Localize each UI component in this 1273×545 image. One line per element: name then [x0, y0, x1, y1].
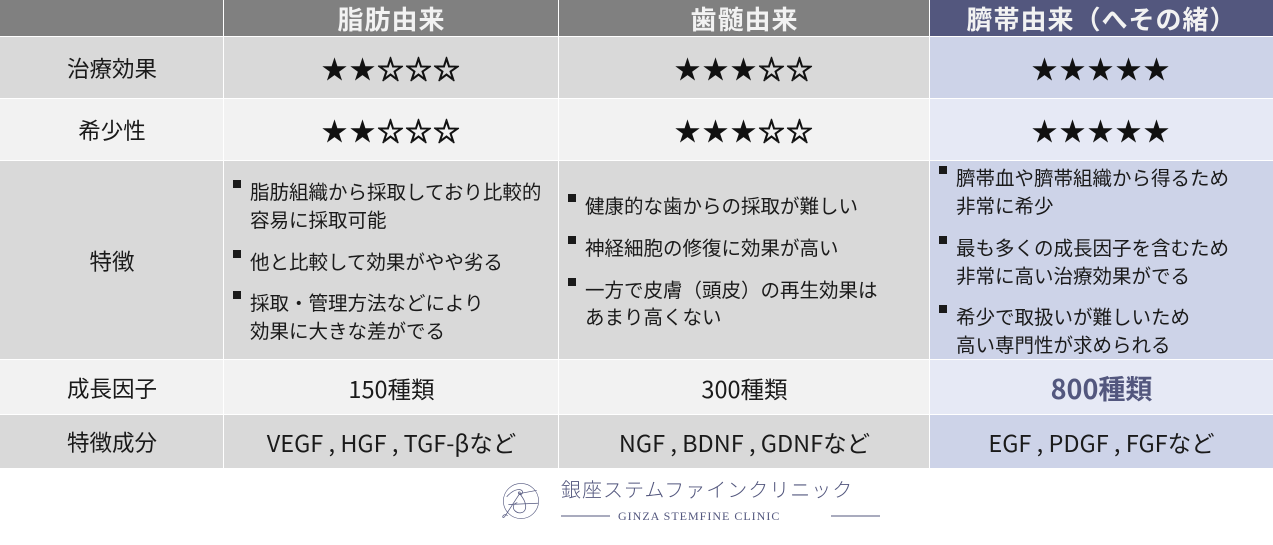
svg-text:銀座ステムファインクリニック: 銀座ステムファインクリニック — [561, 474, 853, 503]
svg-text:GINZA STEMFINE CLINIC: GINZA STEMFINE CLINIC — [618, 509, 780, 523]
